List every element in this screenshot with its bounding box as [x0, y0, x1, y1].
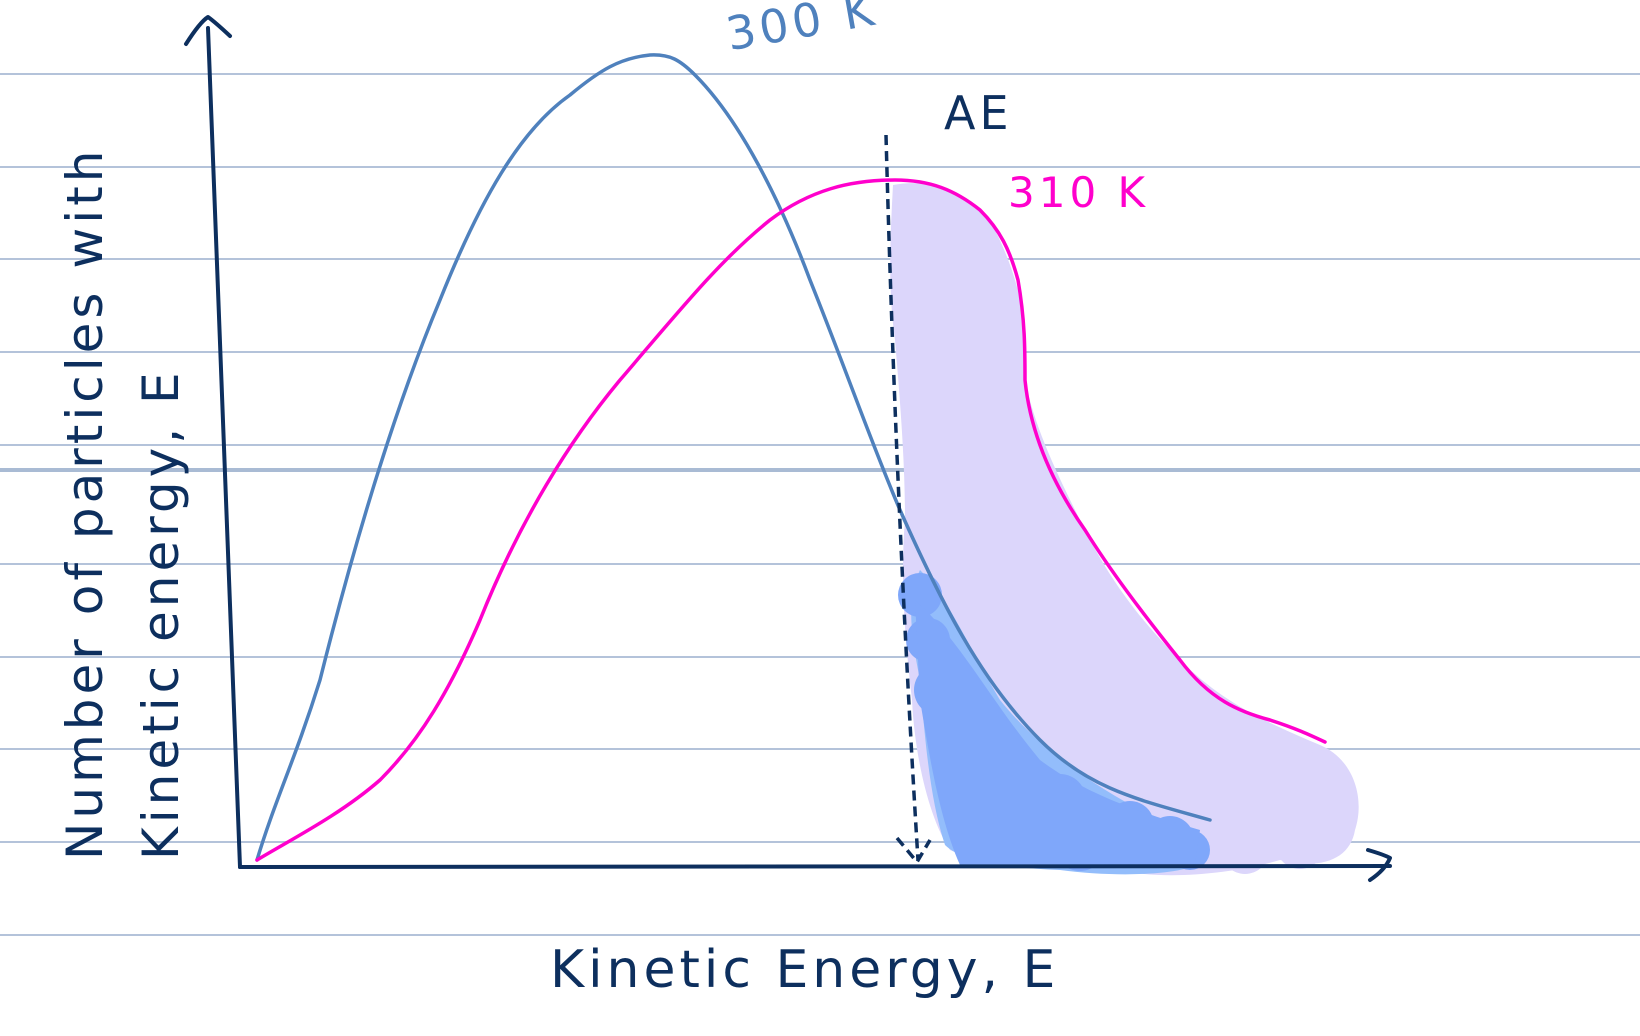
- axes: [184, 15, 1392, 882]
- x-axis-arrowhead: [1366, 848, 1392, 882]
- activation-energy-arrowhead: [895, 836, 932, 866]
- activation-energy-marker: [884, 134, 932, 866]
- shaded-area-300k: [898, 573, 1210, 871]
- y-axis: [206, 26, 242, 869]
- curve-310k: [255, 178, 1327, 862]
- shaded-area-310k-scallops: [1023, 498, 1358, 874]
- x-axis-label: Kinetic Energy, E: [550, 940, 1060, 1000]
- activation-energy-line: [884, 134, 920, 861]
- y-axis-label-line2: Kinetic energy, E: [132, 368, 190, 860]
- y-axis-arrowhead: [184, 15, 232, 46]
- x-axis: [238, 864, 1392, 869]
- ruled-lines: [0, 73, 1640, 936]
- y-axis-label-line1: Number of particles with: [56, 146, 114, 860]
- activation-energy-label: AE: [944, 86, 1013, 140]
- curve-label-310k: 310 K: [1008, 168, 1150, 217]
- curve-300k: [255, 53, 1212, 862]
